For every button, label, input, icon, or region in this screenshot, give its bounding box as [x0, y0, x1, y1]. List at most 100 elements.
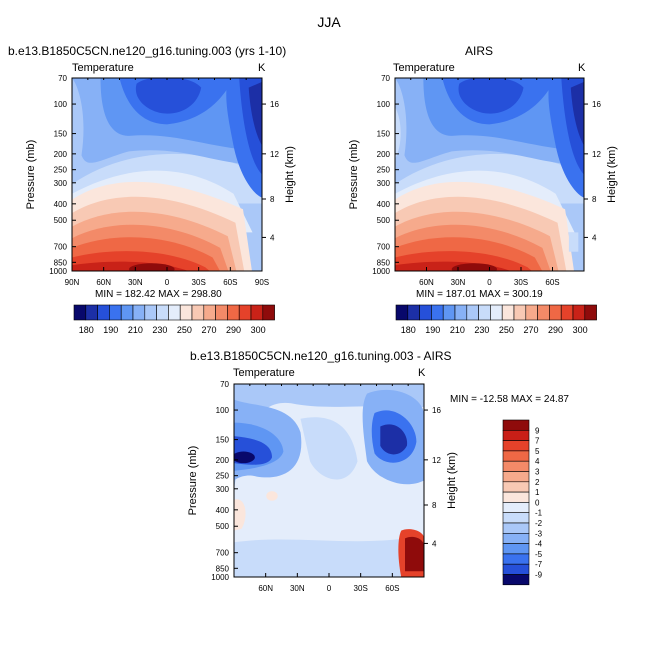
contour-band: [234, 451, 255, 464]
contour-fill: [395, 78, 584, 271]
obs-ytick-label: 500: [377, 216, 391, 225]
obs-ytick-label: 70: [381, 74, 390, 83]
model-colorbar-label: 270: [201, 325, 216, 335]
diff-ytick-label: 300: [216, 485, 230, 494]
diff-swatch: [502, 512, 530, 524]
diff-colorbar-label: -5: [535, 550, 543, 559]
obs-xtick-label: 30N: [451, 278, 466, 287]
model-swatch: [238, 304, 252, 321]
obs-swatch: [572, 304, 586, 321]
obs-swatch: [478, 304, 491, 321]
model-ytick-label: 300: [54, 179, 68, 188]
diff-ytick-label: 700: [216, 549, 230, 558]
obs-xtick-label: 60N: [419, 278, 434, 287]
diff-swatch: [502, 450, 530, 462]
diff-y2tick-label: 8: [432, 501, 437, 510]
diff-minmax: MIN = -12.58 MAX = 24.87: [450, 394, 569, 405]
diff-ytick-label: 1000: [211, 573, 229, 582]
model-swatch: [262, 304, 275, 321]
model-swatch: [215, 304, 228, 321]
diff-ytick-label: 70: [220, 380, 229, 389]
diff-ylabel: Pressure (mb): [187, 446, 199, 516]
obs-ylabel: Pressure (mb): [348, 140, 360, 210]
model-colorbar-label: 190: [103, 325, 118, 335]
model-xtick-label: 30N: [128, 278, 143, 287]
contour-band: [568, 232, 579, 252]
model-ytick-label: 1000: [49, 267, 67, 276]
diff-ytick-label: 150: [216, 436, 230, 445]
model-swatch: [179, 304, 193, 321]
diff-y2label: Height (km): [446, 452, 458, 509]
diff-units-label: K: [418, 367, 426, 379]
model-swatch: [73, 304, 87, 321]
model-xtick-label: 60S: [223, 278, 237, 287]
obs-colorbar-label: 300: [573, 325, 588, 335]
contour-band: [451, 263, 498, 271]
obs-y2label: Height (km): [606, 146, 618, 203]
model-ytick-label: 100: [54, 100, 68, 109]
obs-ytick-label: 300: [377, 179, 391, 188]
diff-swatch: [502, 429, 530, 441]
model-ytick-label: 500: [54, 216, 68, 225]
model-colorbar-label: 290: [226, 325, 241, 335]
model-y2tick-label: 4: [270, 233, 275, 242]
obs-ytick-label: 250: [377, 166, 391, 175]
obs-ytick-label: 1000: [372, 267, 390, 276]
obs-y2tick-label: 16: [592, 100, 601, 109]
model-ylabel: Pressure (mb): [25, 140, 37, 210]
diff-colorbar-label: -3: [535, 529, 543, 538]
diff-colorbar-label: -2: [535, 519, 543, 528]
model-y2tick-label: 12: [270, 150, 279, 159]
diff-swatch: [502, 491, 530, 503]
model-swatch: [191, 304, 205, 321]
diff-colorbar-label: -4: [535, 540, 543, 549]
model-swatch: [132, 304, 146, 321]
contour-band: [405, 536, 424, 572]
contour-band: [380, 424, 408, 455]
diff-xtick-label: 30N: [290, 584, 305, 593]
model-swatch: [120, 304, 134, 321]
diff-swatch: [502, 471, 530, 483]
diff-swatch: [502, 481, 530, 493]
diff-swatch: [502, 543, 530, 555]
model-xtick-label: 0: [165, 278, 170, 287]
obs-colorbar-label: 270: [523, 325, 538, 335]
model-colorbar-label: 250: [177, 325, 192, 335]
contour-fill: [72, 78, 262, 271]
diff-colorbar-label: 7: [535, 437, 540, 446]
diff-ytick-label: 850: [216, 564, 230, 573]
model-colorbar-label: 210: [128, 325, 143, 335]
obs-swatch: [395, 304, 409, 321]
obs-ytick-label: 200: [377, 150, 391, 159]
model-swatch: [250, 304, 264, 321]
obs-swatch: [454, 304, 468, 321]
obs-swatch: [431, 304, 444, 321]
model-ytick-label: 150: [54, 130, 68, 139]
model-swatch: [109, 304, 122, 321]
model-swatch: [97, 304, 110, 321]
model-swatch: [85, 304, 98, 321]
diff-y2tick-label: 16: [432, 406, 441, 415]
diff-colorbar-label: 0: [535, 498, 540, 507]
diff-panel-title: b.e13.B1850C5CN.ne120_g16.tuning.003 - A…: [190, 349, 452, 363]
diff-xtick-label: 60N: [258, 584, 273, 593]
obs-ytick-label: 700: [377, 243, 391, 252]
diff-swatch: [502, 553, 530, 565]
model-xtick-label: 90N: [65, 278, 80, 287]
obs-colorbar-label: 190: [425, 325, 440, 335]
obs-swatch: [407, 304, 420, 321]
diff-swatch: [502, 522, 530, 534]
diff-swatch: [502, 460, 530, 472]
page-title: JJA: [317, 14, 341, 30]
obs-variable-label: Temperature: [393, 62, 455, 74]
model-ytick-label: 700: [54, 243, 68, 252]
obs-minmax: MIN = 187.01 MAX = 300.19: [416, 289, 543, 300]
obs-ytick-label: 100: [377, 100, 391, 109]
diff-colorbar-label: 4: [535, 457, 540, 466]
model-xtick-label: 90S: [255, 278, 269, 287]
obs-ytick-label: 150: [377, 130, 391, 139]
model-colorbar-label: 230: [152, 325, 167, 335]
